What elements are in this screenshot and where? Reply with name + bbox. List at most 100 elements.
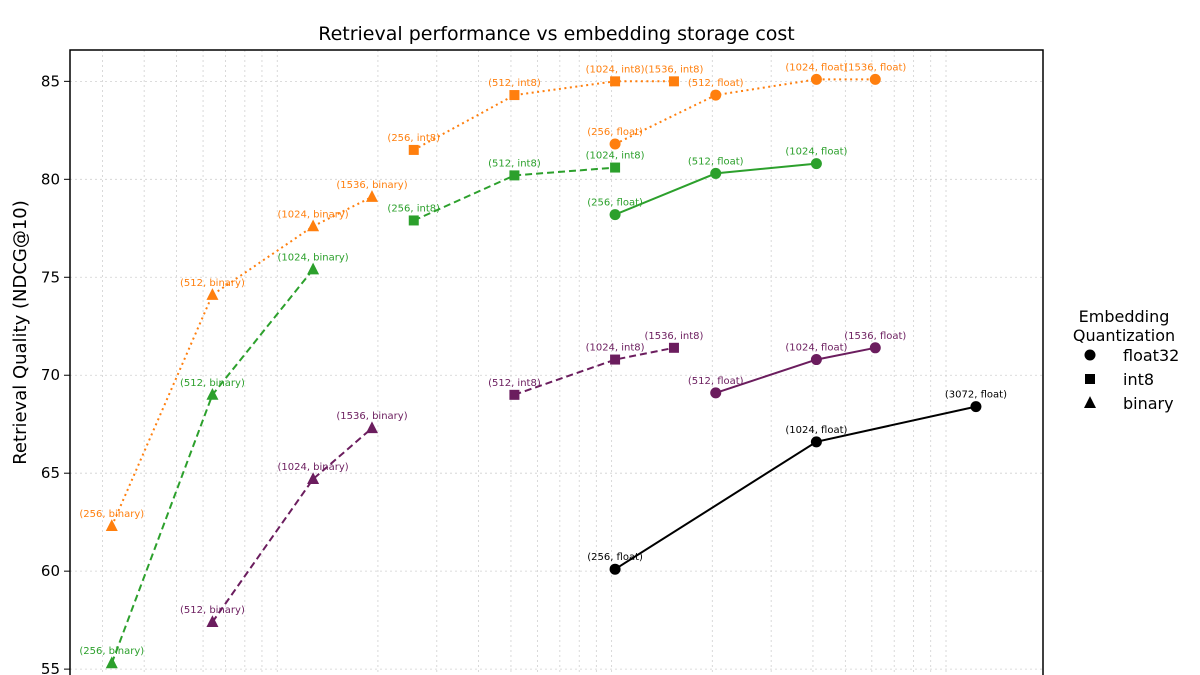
data-point-square [509, 389, 520, 400]
y-tick-label: 65 [41, 464, 60, 482]
point-label-layer: (256, binary) (512, binary) (1024, binary)… [79, 62, 1007, 657]
data-point-label: (1536, float) [844, 62, 906, 73]
series-9 [609, 401, 982, 575]
data-point-triangle [307, 219, 320, 232]
data-point-label: (1024, binary) [277, 252, 348, 263]
data-point-square [408, 215, 419, 226]
data-point-circle [609, 138, 621, 150]
data-point-label: (512, binary) [180, 605, 245, 616]
data-point-triangle [365, 190, 378, 202]
data-point-label: (1024, float) [785, 147, 847, 158]
series-6 [206, 421, 378, 628]
series-2 [609, 73, 881, 150]
series-0 [105, 190, 378, 532]
y-tick-label: 60 [41, 562, 60, 580]
legend-entry-label: int8 [1123, 370, 1154, 389]
data-point-label: (256, binary) [79, 509, 144, 520]
series-line [514, 346, 675, 396]
series-line [110, 196, 373, 527]
series-line [413, 80, 674, 151]
data-point-square [668, 342, 679, 353]
data-point-circle [810, 158, 822, 170]
data-point-label: (1024, float) [785, 343, 847, 354]
data-point-label: (512, int8) [488, 78, 541, 89]
data-point-label: (1536, float) [844, 331, 906, 342]
y-axis-label: Retrieval Quality (NDCG@10) [10, 200, 31, 465]
series-7 [509, 342, 679, 400]
data-point-circle [710, 167, 722, 179]
data-point-circle [810, 73, 822, 85]
data-point-label: (1024, float) [785, 425, 847, 436]
data-point-label: (256, float) [587, 552, 643, 563]
y-axis-ticks: 55 60 65 70 75 80 85 [41, 72, 70, 675]
data-point-circle [609, 209, 621, 221]
series-line [614, 78, 876, 145]
data-point-label: (256, int8) [387, 203, 440, 214]
data-point-circle [710, 89, 722, 101]
data-point-label: (1024, int8) [586, 151, 645, 162]
series-layer [105, 73, 982, 669]
data-point-triangle [307, 472, 320, 485]
data-point-triangle [365, 421, 378, 434]
legend-entry-label: binary [1123, 394, 1174, 413]
data-point-circle [970, 401, 982, 413]
series-8 [710, 342, 881, 399]
data-point-label: (256, float) [587, 127, 643, 138]
chart-title: Retrieval performance vs embedding stora… [318, 23, 795, 45]
data-point-triangle [206, 388, 219, 400]
data-point-triangle [105, 656, 118, 669]
data-point-circle [869, 342, 881, 354]
data-point-label: (512, float) [688, 156, 744, 167]
data-point-triangle [1084, 396, 1096, 408]
data-point-label: (512, int8) [488, 378, 541, 389]
data-point-label: (512, binary) [180, 278, 245, 289]
data-point-label: (1024, int8) [586, 343, 645, 354]
data-point-square [509, 90, 520, 101]
data-point-square [668, 76, 679, 87]
data-point-circle [810, 436, 822, 448]
data-point-label: (256, float) [587, 198, 643, 209]
legend-entry-label: float32 [1123, 346, 1179, 365]
data-point-circle [710, 387, 722, 399]
series-4 [408, 162, 621, 226]
series-1 [408, 76, 679, 155]
grid-layer [70, 50, 1043, 675]
y-tick-label: 55 [41, 660, 60, 675]
data-point-label: (3072, float) [945, 390, 1007, 401]
data-point-label: (256, int8) [387, 133, 440, 144]
data-point-triangle [206, 288, 219, 300]
y-tick-label: 80 [41, 170, 60, 188]
plot-frame [69, 49, 1044, 675]
y-tick-label: 75 [41, 268, 60, 286]
data-point-square [610, 76, 621, 87]
legend-title: Embedding [1079, 307, 1170, 326]
data-point-label: (1536, int8) [644, 331, 703, 342]
data-point-triangle [307, 262, 320, 275]
data-point-label: (1536, int8) [644, 64, 703, 75]
data-point-square [610, 354, 621, 365]
y-tick-label: 70 [41, 366, 60, 384]
series-5 [609, 158, 822, 221]
series-line [211, 427, 373, 623]
data-point-label: (1024, int8) [586, 64, 645, 75]
data-point-label: (1024, float) [785, 62, 847, 73]
data-point-circle [1084, 349, 1096, 361]
series-3 [105, 262, 320, 669]
data-point-label: (512, int8) [488, 158, 541, 169]
data-point-label: (1024, binary) [277, 462, 348, 473]
data-point-square [509, 170, 520, 181]
data-point-circle [609, 563, 621, 575]
data-point-square [1085, 374, 1095, 384]
data-point-square [408, 144, 419, 155]
data-point-circle [810, 354, 822, 366]
data-point-label: (512, float) [688, 78, 744, 89]
data-point-label: (1536, binary) [336, 180, 407, 191]
y-tick-label: 85 [41, 72, 60, 90]
data-point-label: (256, binary) [79, 646, 144, 657]
data-point-label: (512, float) [688, 376, 744, 387]
data-point-circle [869, 73, 881, 85]
data-point-label: (512, binary) [180, 378, 245, 389]
